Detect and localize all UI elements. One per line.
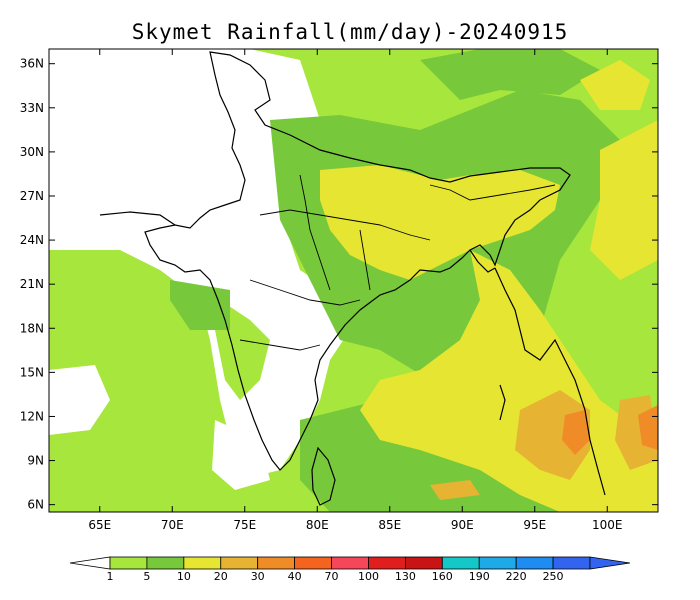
colorbar-segment [441,556,480,570]
lat-label: 21N [20,277,44,291]
colorbar-segment [183,556,222,570]
lat-label: 27N [20,189,44,203]
rain-orange-andaman [515,390,590,480]
longitude-labels: 65E 70E 75E 80E 85E 90E 95E 100E [88,518,622,532]
lat-label: 12N [20,409,44,423]
colorbar-segment [331,556,369,570]
colorbar-label: 250 [543,570,564,583]
colorbar-label: 190 [469,570,490,583]
colorbar-segment [294,556,332,570]
rain-yellow-ganges [320,165,560,280]
colorbar-label: 5 [143,570,150,583]
colorbar-label: 20 [214,570,228,583]
lat-label: 18N [20,321,44,335]
lon-label: 70E [161,518,184,532]
lat-label: 6N [27,498,44,512]
lon-label: 95E [523,518,546,532]
colorbar-segment [478,556,517,570]
rain-mid-green-north-top [420,49,600,100]
state-line-2 [249,279,361,306]
political-boundaries [99,51,606,506]
colorbar-segment [109,556,148,570]
lon-label: 75E [233,518,256,532]
lon-label: 65E [88,518,111,532]
colorbar-segment [552,556,591,570]
state-line-3 [239,339,321,351]
latitude-labels: 6N 9N 12N 15N 18N 21N 24N 27N 30N 33N 36N [20,57,44,512]
plot-frame [48,48,659,513]
lat-label: 9N [27,454,44,468]
map-title: Skymet Rainfall(mm/day)-20240915 [131,20,569,44]
rainfall-fields [49,49,658,512]
colorbar-left-arrow [69,556,111,570]
lat-label: 24N [20,233,44,247]
rain-yellow-east [590,120,658,280]
colorbar-label: 30 [251,570,265,583]
colorbar: 1 5 10 20 30 40 70 100 130 160 190 220 250 [69,556,631,583]
sri-lanka-outline [311,446,336,506]
rain-darkorange-andaman [562,410,590,455]
rain-none-south-sea [212,420,270,490]
india-outline [144,51,571,471]
colorbar-label: 160 [432,570,453,583]
state-line-6 [429,184,556,201]
lon-label: 100E [592,518,623,532]
lon-label: 90E [451,518,474,532]
andaman-islands [499,384,506,421]
lon-label: 85E [378,518,401,532]
lat-label: 36N [20,57,44,71]
colorbar-label: 130 [395,570,416,583]
state-line-5 [359,229,371,291]
lat-label: 33N [20,101,44,115]
axis-ticks [49,49,658,512]
rain-yellow-northeast [580,60,650,110]
colorbar-segment [404,556,443,570]
rain-none-northwest [49,49,180,110]
colorbar-label: 100 [358,570,379,583]
colorbar-segment [515,556,554,570]
colorbar-label: 70 [325,570,339,583]
colorbar-segment [257,556,296,570]
colorbar-label: 40 [288,570,302,583]
lat-label: 30N [20,145,44,159]
lat-label: 15N [20,365,44,379]
colorbar-segment [146,556,185,570]
colorbar-segment [368,556,406,570]
rain-orange-patch [430,480,480,500]
colorbar-label: 1 [107,570,114,583]
bangladesh-border [469,249,496,273]
rain-none-west-sea [49,365,110,435]
lon-label: 80E [306,518,329,532]
state-line-4 [299,174,331,291]
myanmar-coast [494,267,606,496]
state-line-1 [259,209,431,241]
colorbar-right-arrow [589,556,631,570]
pakistan-border-south [99,211,176,226]
colorbar-segment [220,556,259,570]
colorbar-label: 220 [506,570,527,583]
colorbar-label: 10 [177,570,191,583]
